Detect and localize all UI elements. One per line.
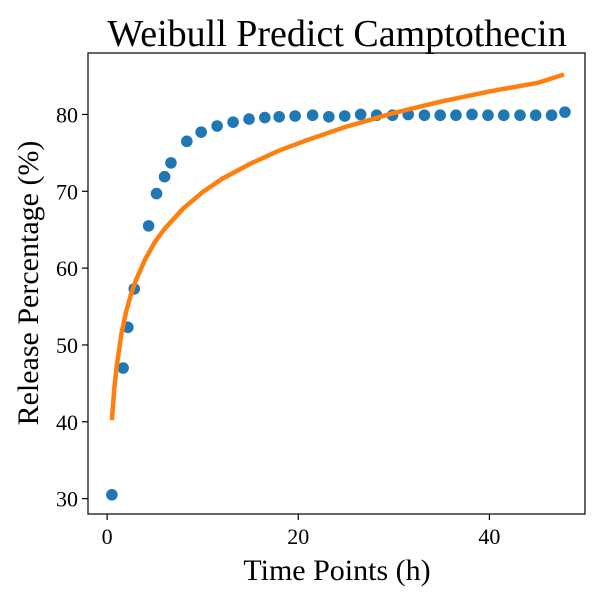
data-point bbox=[142, 220, 155, 232]
y-tick-label: 40 bbox=[56, 410, 78, 435]
data-point bbox=[165, 157, 177, 169]
data-point bbox=[434, 109, 447, 122]
data-point bbox=[482, 109, 494, 122]
data-point bbox=[289, 110, 301, 122]
y-tick-label: 60 bbox=[56, 256, 78, 281]
data-point bbox=[117, 362, 129, 374]
data-point bbox=[418, 109, 431, 122]
data-point bbox=[243, 113, 255, 125]
data-point bbox=[150, 187, 163, 200]
data-point bbox=[323, 110, 335, 123]
y-tick-label: 70 bbox=[56, 179, 78, 204]
x-tick-label: 20 bbox=[287, 524, 309, 549]
plot-frame bbox=[87, 52, 586, 515]
data-point bbox=[514, 109, 526, 122]
chart-title: Weibull Predict Camptothecin bbox=[107, 13, 566, 55]
data-point bbox=[273, 110, 285, 123]
data-point bbox=[259, 111, 271, 124]
data-point bbox=[227, 116, 239, 128]
data-point bbox=[450, 109, 462, 122]
data-point bbox=[158, 170, 171, 183]
data-point bbox=[497, 109, 510, 122]
data-point bbox=[466, 108, 478, 121]
x-tick-label: 0 bbox=[102, 524, 113, 549]
data-point bbox=[106, 488, 118, 501]
data-point bbox=[195, 126, 207, 138]
plot-area bbox=[106, 72, 571, 501]
y-tick-label: 50 bbox=[56, 333, 78, 358]
data-point bbox=[529, 109, 542, 122]
fit-line bbox=[109, 72, 565, 421]
data-point bbox=[545, 109, 558, 122]
y-tick-label: 80 bbox=[56, 102, 78, 127]
data-point bbox=[354, 108, 367, 121]
axis-ticks: 0 20 40 30 40 50 60 70 80 bbox=[56, 102, 500, 549]
data-point bbox=[338, 110, 351, 122]
data-point bbox=[559, 106, 571, 118]
x-tick-label: 40 bbox=[478, 524, 500, 549]
y-tick-label: 30 bbox=[56, 487, 78, 512]
y-axis-label: Release Percentage (%) bbox=[12, 141, 45, 426]
data-point bbox=[306, 109, 319, 122]
x-axis-label: Time Points (h) bbox=[243, 554, 430, 587]
data-point bbox=[211, 120, 223, 132]
data-point bbox=[181, 135, 193, 148]
